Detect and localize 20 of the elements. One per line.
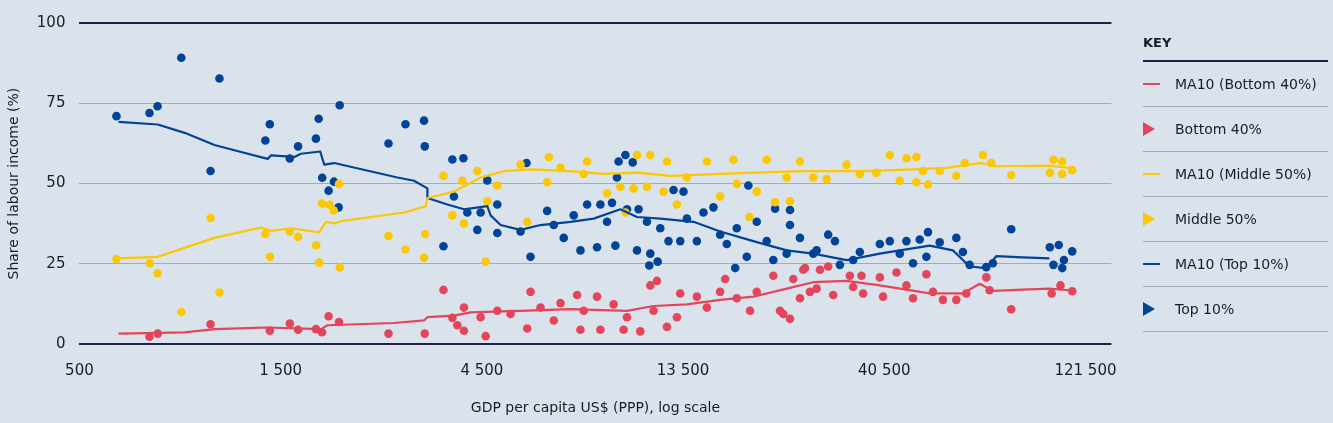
y-tick-label: 25 bbox=[46, 253, 66, 272]
legend-label: Middle 50% bbox=[1175, 211, 1257, 227]
x-tick-label: 1 500 bbox=[259, 361, 303, 380]
y-tick-label: 50 bbox=[46, 173, 66, 192]
legend-title: KEY bbox=[1143, 29, 1328, 62]
x-tick-label: 4 500 bbox=[460, 361, 504, 380]
y-tick-label: 75 bbox=[46, 93, 66, 112]
x-tick-label: 500 bbox=[65, 361, 94, 380]
legend-label: MA10 (Bottom 40%) bbox=[1175, 76, 1317, 92]
y-tick-label: 0 bbox=[55, 334, 66, 353]
legend-label: Top 10% bbox=[1175, 301, 1235, 317]
legend-label: MA10 (Top 10%) bbox=[1175, 256, 1290, 272]
x-tick-label: 13 500 bbox=[656, 361, 710, 380]
x-axis-title: GDP per capita US$ (PPP), log scale bbox=[470, 399, 721, 416]
legend-label: Bottom 40% bbox=[1175, 121, 1262, 137]
y-tick-label: 100 bbox=[36, 12, 66, 31]
legend-label: MA10 (Middle 50%) bbox=[1175, 166, 1312, 182]
x-tick-label: 121 500 bbox=[1054, 361, 1117, 380]
y-axis-title: Share of labour income (%) bbox=[5, 87, 22, 280]
x-tick-label: 40 500 bbox=[858, 361, 911, 380]
